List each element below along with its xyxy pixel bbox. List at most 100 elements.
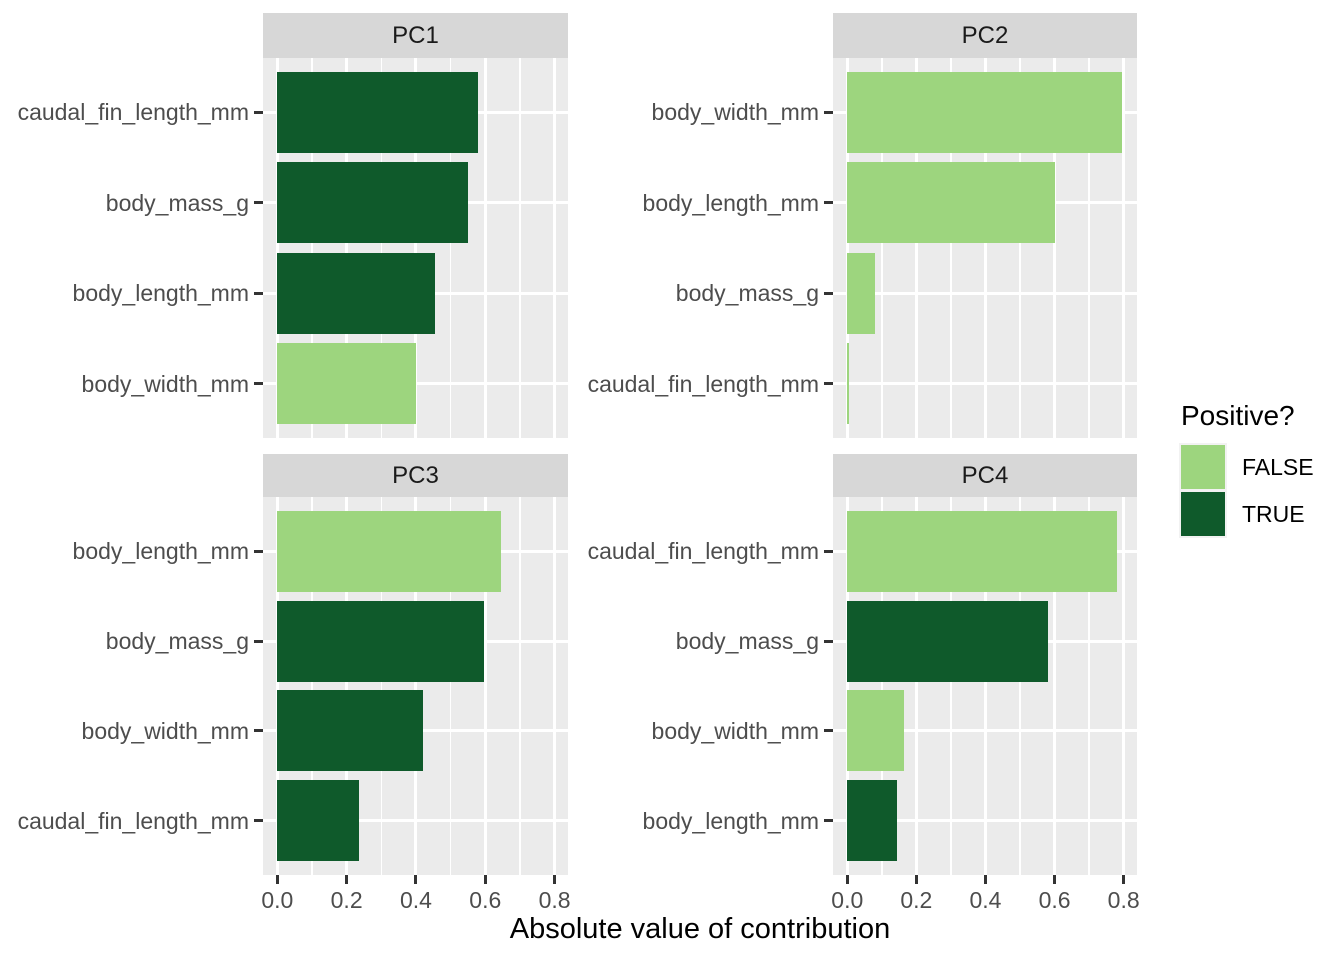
bar-PC2-body_length_mm <box>847 162 1055 244</box>
legend-items: FALSE TRUE <box>1181 445 1314 536</box>
legend: Positive? FALSE TRUE <box>1181 401 1314 539</box>
x-tick-mark <box>914 875 918 884</box>
minor-gridline <box>950 58 952 438</box>
y-axis-label: body_length_mm <box>72 538 249 565</box>
major-gridline <box>1053 497 1057 875</box>
bar-PC1-body_width_mm <box>277 342 416 425</box>
x-tick-label: 0.0 <box>261 887 294 913</box>
y-tick-mark <box>254 382 263 386</box>
facet-panel-PC3 <box>263 497 568 875</box>
major-gridline <box>914 58 918 438</box>
minor-gridline <box>449 497 452 875</box>
y-axis-label: body_mass_g <box>105 189 249 216</box>
bar-PC4-caudal_fin_length_mm <box>847 510 1117 592</box>
major-gridline <box>345 58 349 438</box>
y-tick-mark <box>254 729 263 733</box>
minor-gridline <box>1088 58 1090 438</box>
legend-item-TRUE: TRUE <box>1181 492 1314 536</box>
major-gridline <box>275 497 279 875</box>
major-gridline <box>553 58 557 438</box>
bar-PC1-body_length_mm <box>277 252 436 334</box>
legend-swatch-FALSE <box>1181 445 1225 489</box>
y-axis-label: body_mass_g <box>675 280 819 307</box>
y-axis-label: caudal_fin_length_mm <box>587 538 819 565</box>
major-gridline-horizontal <box>833 819 1137 823</box>
x-tick-mark <box>1053 875 1057 884</box>
facet-panel-PC2 <box>833 58 1137 438</box>
y-axis-label: body_width_mm <box>651 717 819 744</box>
minor-gridline <box>519 497 521 875</box>
y-axis-label: body_length_mm <box>72 280 249 307</box>
bar-PC4-body_mass_g <box>847 600 1048 682</box>
y-axis-label: body_width_mm <box>651 99 819 126</box>
x-tick-label: 0.6 <box>469 887 502 913</box>
bar-PC2-body_mass_g <box>847 252 875 334</box>
major-gridline <box>845 497 849 875</box>
facet-strip-PC2: PC2 <box>833 13 1137 58</box>
x-tick-mark <box>414 875 418 884</box>
bar-PC3-body_width_mm <box>277 690 423 772</box>
y-tick-mark <box>824 110 833 114</box>
bar-PC4-body_width_mm <box>847 690 905 772</box>
y-axis-label: body_length_mm <box>642 807 819 834</box>
y-tick-mark <box>824 291 833 295</box>
major-gridline <box>345 497 349 875</box>
y-tick-mark <box>254 639 263 643</box>
y-tick-mark <box>254 291 263 295</box>
x-tick-label: 0.2 <box>330 887 363 913</box>
x-tick-label: 0.0 <box>831 887 864 913</box>
minor-gridline <box>380 497 383 875</box>
x-tick-label: 0.2 <box>900 887 933 913</box>
bar-PC4-body_length_mm <box>847 780 898 862</box>
y-axis-label: body_length_mm <box>642 189 819 216</box>
minor-gridline <box>380 58 383 438</box>
bar-PC3-body_length_mm <box>277 510 501 592</box>
y-tick-mark <box>824 382 833 386</box>
minor-gridline <box>950 497 952 875</box>
y-axis-label: body_mass_g <box>675 628 819 655</box>
minor-gridline <box>1019 58 1021 438</box>
major-gridline <box>983 58 987 438</box>
y-tick-mark <box>254 201 263 205</box>
x-tick-mark <box>275 875 279 884</box>
bar-PC2-caudal_fin_length_mm <box>847 342 849 425</box>
major-gridline-horizontal <box>263 819 568 823</box>
major-gridline-horizontal <box>833 291 1137 295</box>
major-gridline <box>483 497 487 875</box>
legend-item-label: FALSE <box>1242 454 1314 480</box>
x-tick-mark <box>483 875 487 884</box>
y-tick-mark <box>254 110 263 114</box>
x-tick-mark <box>983 875 987 884</box>
major-gridline <box>414 58 418 438</box>
bar-PC2-body_width_mm <box>847 71 1122 154</box>
x-tick-mark <box>553 875 557 884</box>
legend-item-label: TRUE <box>1242 501 1305 527</box>
y-axis-label: caudal_fin_length_mm <box>17 99 249 126</box>
facet-strip-PC1: PC1 <box>263 13 568 58</box>
x-axis-title: Absolute value of contribution <box>509 913 891 945</box>
y-tick-mark <box>824 819 833 823</box>
minor-gridline <box>449 58 452 438</box>
y-tick-mark <box>824 729 833 733</box>
legend-swatch-TRUE <box>1181 492 1225 536</box>
minor-gridline <box>311 497 313 875</box>
x-tick-label: 0.8 <box>1107 887 1140 913</box>
major-gridline <box>275 58 279 438</box>
bar-PC3-body_mass_g <box>277 600 484 682</box>
y-axis-label: body_width_mm <box>81 717 249 744</box>
minor-gridline <box>881 58 883 438</box>
y-tick-mark <box>824 201 833 205</box>
x-tick-mark <box>345 875 349 884</box>
x-tick-label: 0.4 <box>969 887 1002 913</box>
minor-gridline <box>1019 497 1021 875</box>
major-gridline <box>1122 58 1126 438</box>
x-tick-label: 0.6 <box>1038 887 1071 913</box>
y-axis-label: caudal_fin_length_mm <box>587 370 819 397</box>
minor-gridline <box>519 58 521 438</box>
major-gridline-horizontal <box>833 729 1137 733</box>
facet-panel-PC4 <box>833 497 1137 875</box>
x-tick-mark <box>1122 875 1126 884</box>
minor-gridline <box>311 58 313 438</box>
major-gridline <box>414 497 418 875</box>
